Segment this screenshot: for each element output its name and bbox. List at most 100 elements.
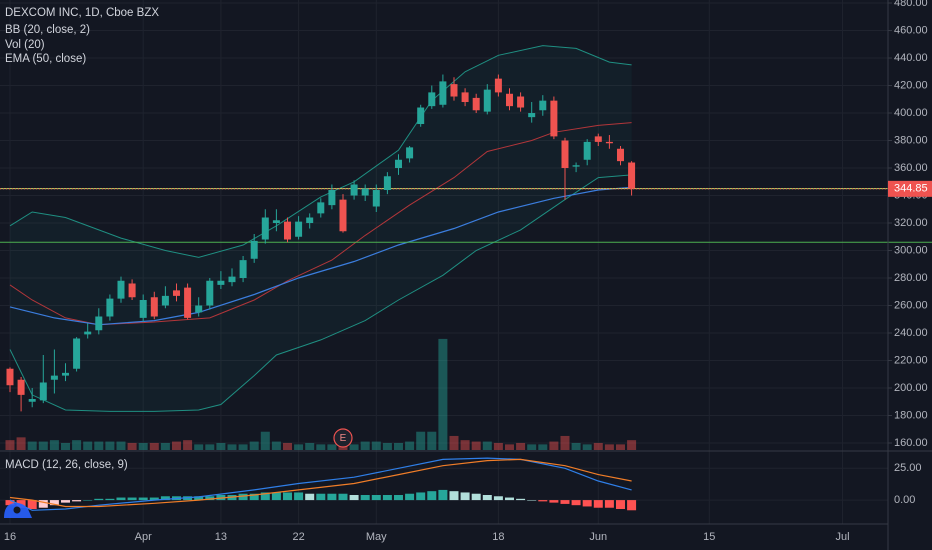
macd-histogram-bar [94,498,104,501]
volume-bar [105,441,115,450]
candle-body [494,78,502,93]
volume-bar [238,444,248,450]
volume-bar [138,442,148,450]
candle-body [95,316,103,331]
volume-bar [571,442,581,450]
macd-histogram-bar [516,498,526,501]
candle-body [250,240,258,259]
candle-body [483,89,491,112]
macd-histogram-bar [238,493,248,501]
volume-bar [393,442,403,450]
candle-body [539,100,547,111]
macd-histogram-bar [560,500,570,504]
macd-histogram-bar [72,500,82,502]
axes: 160.00180.00200.00220.00240.00260.00280.… [4,0,932,543]
candle-body [206,280,214,306]
volume-bar [438,338,448,450]
candle-body [295,221,303,237]
volume-bar [183,440,193,450]
volume-bar [427,431,437,450]
volume-bar [382,442,392,450]
volume-bar [560,435,570,450]
candle-body [406,147,414,159]
macd-histogram-bar [194,496,204,501]
candle-body [616,148,624,162]
candle-body [39,382,47,401]
y-tick-label: 260.00 [894,299,928,311]
candle-body [283,221,291,240]
bb-legend: BB (20, close, 2) [5,24,90,36]
x-tick-label: 18 [492,531,504,543]
macd-histogram-bar [416,492,426,501]
macd-y-tick-label: 0.00 [894,494,915,506]
volume-bar [360,441,370,450]
macd-histogram-bar [571,500,581,506]
volume-bar [72,440,82,450]
volume-bar [271,441,281,450]
candle-body [106,298,114,317]
volume-bar [327,444,337,450]
earnings-marker [333,428,353,448]
candle-body [217,280,225,285]
volume-bar [205,444,215,450]
macd-histogram-bar [249,493,259,501]
volume-bar [194,444,204,450]
volume-bar [471,441,481,450]
candle-body [239,260,247,279]
candle-body [28,398,36,402]
macd-histogram-bar [349,495,359,501]
volume-bar [16,437,26,450]
volume-bar [5,440,15,450]
candle-body [350,184,358,196]
candle-body [505,93,513,107]
macd-histogram-bar [382,495,392,501]
macd-histogram-bar [38,500,48,508]
ema-legend: EMA (50, close) [5,53,86,65]
candle-body [150,297,158,317]
y-tick-label: 320.00 [894,217,928,229]
macd-histogram-bar [527,500,537,501]
volume-bar [405,441,415,450]
macd-histogram-bar [582,500,592,507]
candle-body [317,202,325,214]
volume-bar [249,441,259,450]
y-tick-label: 240.00 [894,327,928,339]
macd-histogram-bar [49,500,59,506]
volume-bar [460,440,470,450]
volume-bar [516,442,526,450]
macd-histogram-bar [160,496,170,501]
volume-bar [282,442,292,450]
volume-bar [60,442,70,450]
macd-histogram-bar [393,495,403,501]
volume-bar [260,431,270,450]
volume-bar [349,444,359,450]
macd-histogram-bar [371,495,381,501]
macd-histogram-bar [83,500,93,501]
logo-eye [13,506,21,514]
macd-histogram-bar [127,497,137,501]
macd-histogram-bar [260,492,270,501]
macd-histogram-bar [360,495,370,501]
volume-legend: Vol (20) [5,39,45,51]
macd-histogram-bar [27,500,37,509]
candle-body [517,96,525,108]
macd-histogram-bar [60,500,70,503]
y-tick-label: 280.00 [894,272,928,284]
macd-histogram-bar [338,493,348,501]
volume-bar [449,435,459,450]
bb-upper [9,45,632,258]
macd-histogram-bar [205,496,215,501]
ema-line [9,186,632,326]
y-tick-label: 480.00 [894,0,928,9]
candle-body [550,100,558,137]
volume-bar [416,431,426,450]
candle-body [572,165,580,167]
x-tick-label: May [366,531,387,543]
macd-histogram-bar [105,498,115,501]
y-tick-label: 160.00 [894,437,928,449]
volume-bar [527,444,537,450]
candle-body [172,290,180,296]
y-tick-label: 420.00 [894,79,928,91]
volume-bar [493,442,503,450]
volume-bar [94,441,104,450]
